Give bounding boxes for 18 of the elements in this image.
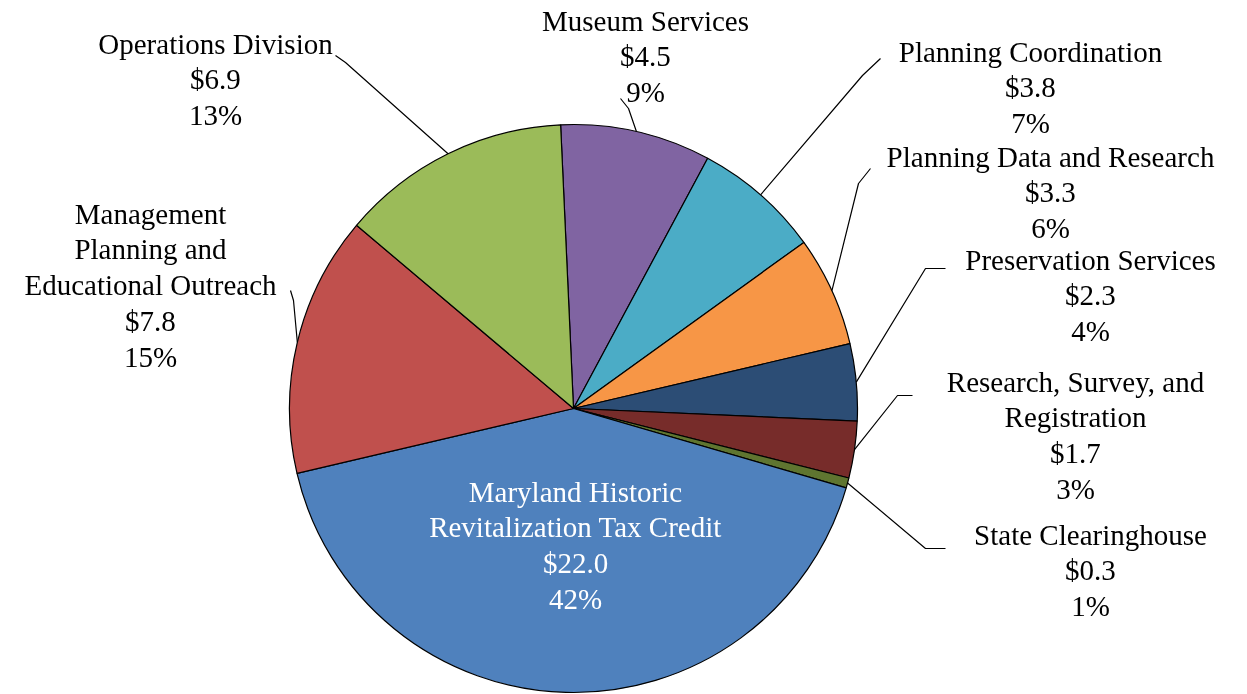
data-label: $6.9 13% [188,63,243,132]
slice-label: Planning Coordination [898,35,1163,68]
slice-label: Management Planning and Educational Outreach [24,197,278,302]
data-label: $22.0 42% [542,547,609,616]
data-label: $2.3 4% [1065,279,1116,348]
slice-label: Maryland Historic Revitalization Tax Credit [429,475,722,544]
slice-label: Research, Survey, and Registration [946,365,1205,434]
data-label: $4.5 9% [620,40,671,109]
slice-label: State Clearinghouse [974,518,1207,551]
slice-label: Museum Services [542,4,749,37]
data-label: $3.3 6% [1025,176,1076,245]
data-label: $3.8 7% [1005,71,1056,140]
data-label: $1.7 3% [1050,437,1101,506]
slice-label: Operations Division [98,27,334,60]
slice-label: Preservation Services [965,243,1216,276]
data-label: $0.3 1% [1065,554,1116,623]
data-label: $7.8 15% [123,305,178,373]
slice-label: Planning Data and Research [886,140,1215,173]
